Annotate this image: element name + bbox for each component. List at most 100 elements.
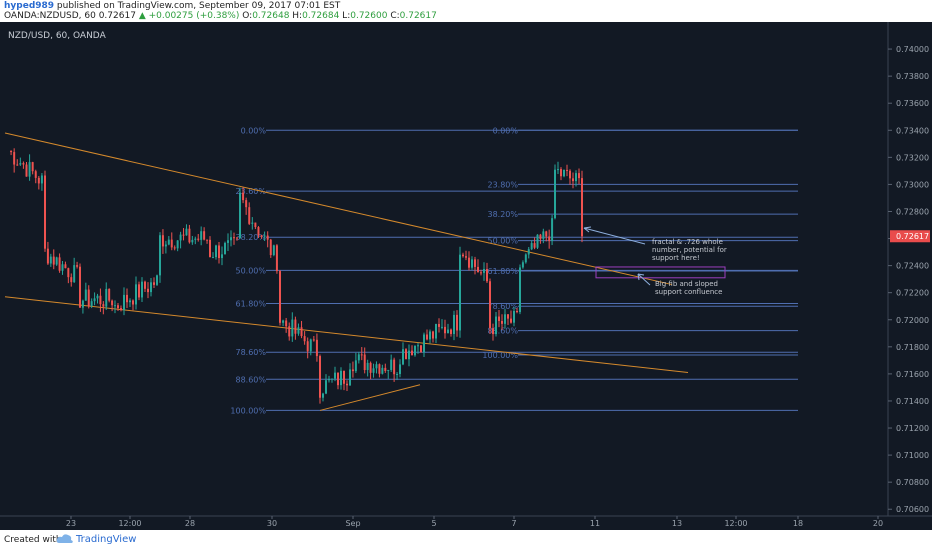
candle-body — [477, 266, 479, 273]
candle-body — [254, 222, 257, 228]
candle-body — [366, 362, 369, 371]
candle-body — [161, 235, 164, 247]
candle-body — [159, 235, 161, 276]
candle-body — [444, 326, 446, 334]
candle-body — [521, 262, 524, 268]
candle-body — [524, 254, 527, 263]
time-tick-label: 13 — [672, 519, 682, 528]
candle-body — [504, 314, 506, 324]
candle-body — [150, 282, 152, 293]
candle-body — [533, 243, 536, 248]
time-axis[interactable]: 23 12:00 28 30 Sep 5 7 11 13 12:00 18 20 — [0, 515, 932, 528]
candle-body — [360, 354, 363, 356]
time-tick-label: 7 — [511, 519, 516, 528]
price-tick-label: 0.71800 — [896, 343, 929, 352]
candle-body — [372, 368, 375, 373]
candle-body — [40, 175, 43, 184]
candle-body — [167, 239, 170, 245]
candle-body — [73, 265, 76, 283]
fib-left-label: 23.60% — [235, 187, 266, 196]
time-tick-label: 5 — [431, 519, 436, 528]
candle-body — [435, 323, 437, 339]
candle-body — [230, 237, 232, 241]
arrowhead — [583, 226, 592, 233]
price-tick-label: 0.73200 — [896, 153, 929, 162]
price-axis[interactable]: 0.74000 0.73800 0.73600 0.73400 0.73200 0.730… — [887, 22, 932, 530]
candle-body — [349, 369, 351, 386]
time-tick-label: 12:00 — [118, 519, 141, 528]
candle-body — [536, 234, 539, 248]
publish-info: hyped989 published on TradingView.com, S… — [4, 1, 340, 11]
candle-body — [209, 239, 211, 258]
candle-body — [510, 318, 512, 323]
candle-body — [438, 323, 440, 327]
candle-body — [507, 314, 509, 319]
candle-body — [251, 222, 254, 224]
candle-body — [578, 173, 580, 179]
lower-trendline — [4, 296, 689, 374]
candle-body — [25, 164, 28, 177]
fib-right-label: 100.00% — [482, 351, 518, 360]
candle-body — [357, 354, 360, 361]
time-tick-label: 28 — [185, 519, 195, 528]
upper-trendline — [4, 132, 673, 286]
candlesticks — [10, 148, 583, 404]
price-tick-label: 0.73000 — [896, 180, 929, 189]
tradingview-cloud-icon — [56, 534, 73, 543]
price-tick-label: 0.72800 — [896, 207, 929, 216]
chart-canvas[interactable]: 0.00%23.60%38.20%50.00%61.80%78.60%88.60… — [0, 22, 932, 530]
candle-body — [114, 305, 116, 307]
candle-body — [539, 234, 542, 240]
fib-left-label: 100.00% — [230, 406, 266, 415]
chart-area[interactable]: 0.00% 23.60% 38.20% 50.00% 61.80% 78.60% 88.60… — [0, 22, 932, 530]
tradingview-brand[interactable]: TradingView — [76, 534, 137, 545]
candle-body — [46, 248, 49, 264]
candle-body — [99, 295, 102, 305]
author-link[interactable]: hyped989 — [4, 1, 55, 11]
candle-body — [426, 334, 428, 340]
candle-body — [218, 245, 220, 259]
candle-body — [188, 228, 191, 243]
annotation-line: fractal & .726 whole — [652, 238, 723, 246]
created-with-text: Created with — [4, 535, 62, 545]
annotation-line: number, potential for — [652, 246, 727, 254]
annotation-line: Big fib and sloped — [655, 280, 718, 288]
price-change: ▲ +0.00275 (+0.38%) — [138, 11, 240, 21]
fib-right-label: 61.80% — [487, 267, 518, 276]
price-tick-label: 0.73400 — [896, 126, 929, 135]
annotation-line: support here! — [652, 254, 700, 262]
candle-body — [551, 218, 554, 241]
candle-body — [414, 345, 416, 356]
candle-body — [260, 235, 263, 237]
candle-body — [263, 235, 266, 237]
ohlc-close-label: C: — [387, 11, 400, 21]
candle-body — [257, 227, 260, 236]
fib-left-label: 0.00% — [241, 126, 267, 135]
candle-body — [498, 316, 500, 321]
candle-body — [447, 329, 449, 334]
candle-body — [405, 349, 407, 360]
candle-body — [369, 362, 372, 373]
candle-body — [215, 245, 217, 258]
candle-body — [303, 336, 306, 342]
candle-body — [129, 300, 131, 303]
annotation-line: support confluence — [655, 288, 722, 296]
candle-body — [334, 372, 336, 379]
candle-body — [64, 264, 67, 269]
candle-body — [272, 245, 275, 256]
candle-body — [309, 339, 312, 352]
candle-body — [483, 269, 485, 273]
candle-body — [135, 284, 137, 305]
publish-header: hyped989 published on TradingView.com, S… — [0, 0, 932, 22]
time-tick-label: 30 — [267, 519, 277, 528]
candle-body — [34, 171, 37, 178]
candle-body — [28, 162, 31, 177]
candle-body — [197, 238, 200, 240]
last-price-label: 0.72617 — [896, 232, 929, 241]
candle-body — [530, 243, 533, 250]
candle-body — [411, 350, 413, 356]
candle-body — [182, 234, 185, 236]
candle-body — [179, 234, 182, 241]
arrowhead — [637, 273, 645, 281]
fib-left-label: 88.60% — [235, 375, 266, 384]
